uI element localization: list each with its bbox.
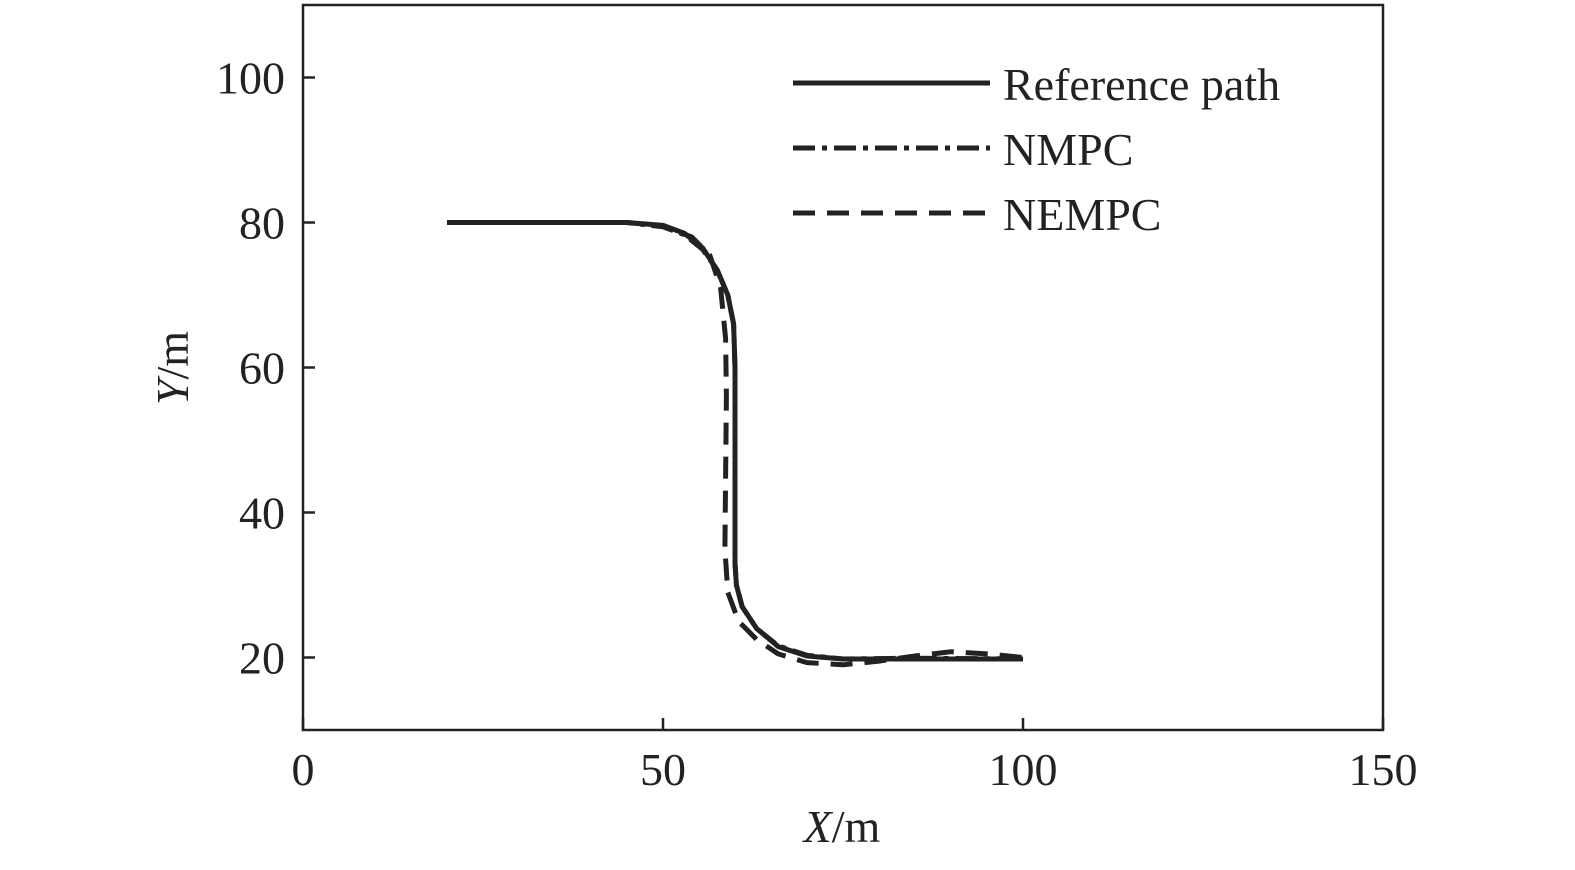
- legend-label-reference-path: Reference path: [1003, 59, 1280, 110]
- legend: Reference path NMPC NEMPC: [793, 59, 1280, 240]
- y-tick-label: 80: [239, 198, 285, 249]
- x-tick-label: 100: [989, 744, 1058, 795]
- y-axis-title: Y/m: [147, 331, 198, 405]
- series-lines: [447, 220, 1024, 668]
- plot-frame: [301, 3, 1385, 732]
- x-axis-ticks: 0 50 100 150: [292, 718, 1418, 795]
- y-tick-label: 100: [216, 53, 285, 104]
- x-tick-label: 50: [640, 744, 686, 795]
- series-line-nmpc: [447, 220, 1024, 662]
- legend-label-nmpc: NMPC: [1003, 124, 1133, 175]
- legend-label-nempc: NEMPC: [1003, 189, 1161, 240]
- x-tick-label: 0: [292, 744, 315, 795]
- series-line-nempc: [447, 220, 1024, 668]
- y-tick-label: 60: [239, 343, 285, 394]
- x-tick-label: 150: [1349, 744, 1418, 795]
- y-axis-ticks: 20 40 60 80 100: [216, 53, 315, 684]
- y-tick-label: 40: [239, 488, 285, 539]
- y-tick-label: 20: [239, 633, 285, 684]
- x-axis-title: X/m: [802, 801, 881, 852]
